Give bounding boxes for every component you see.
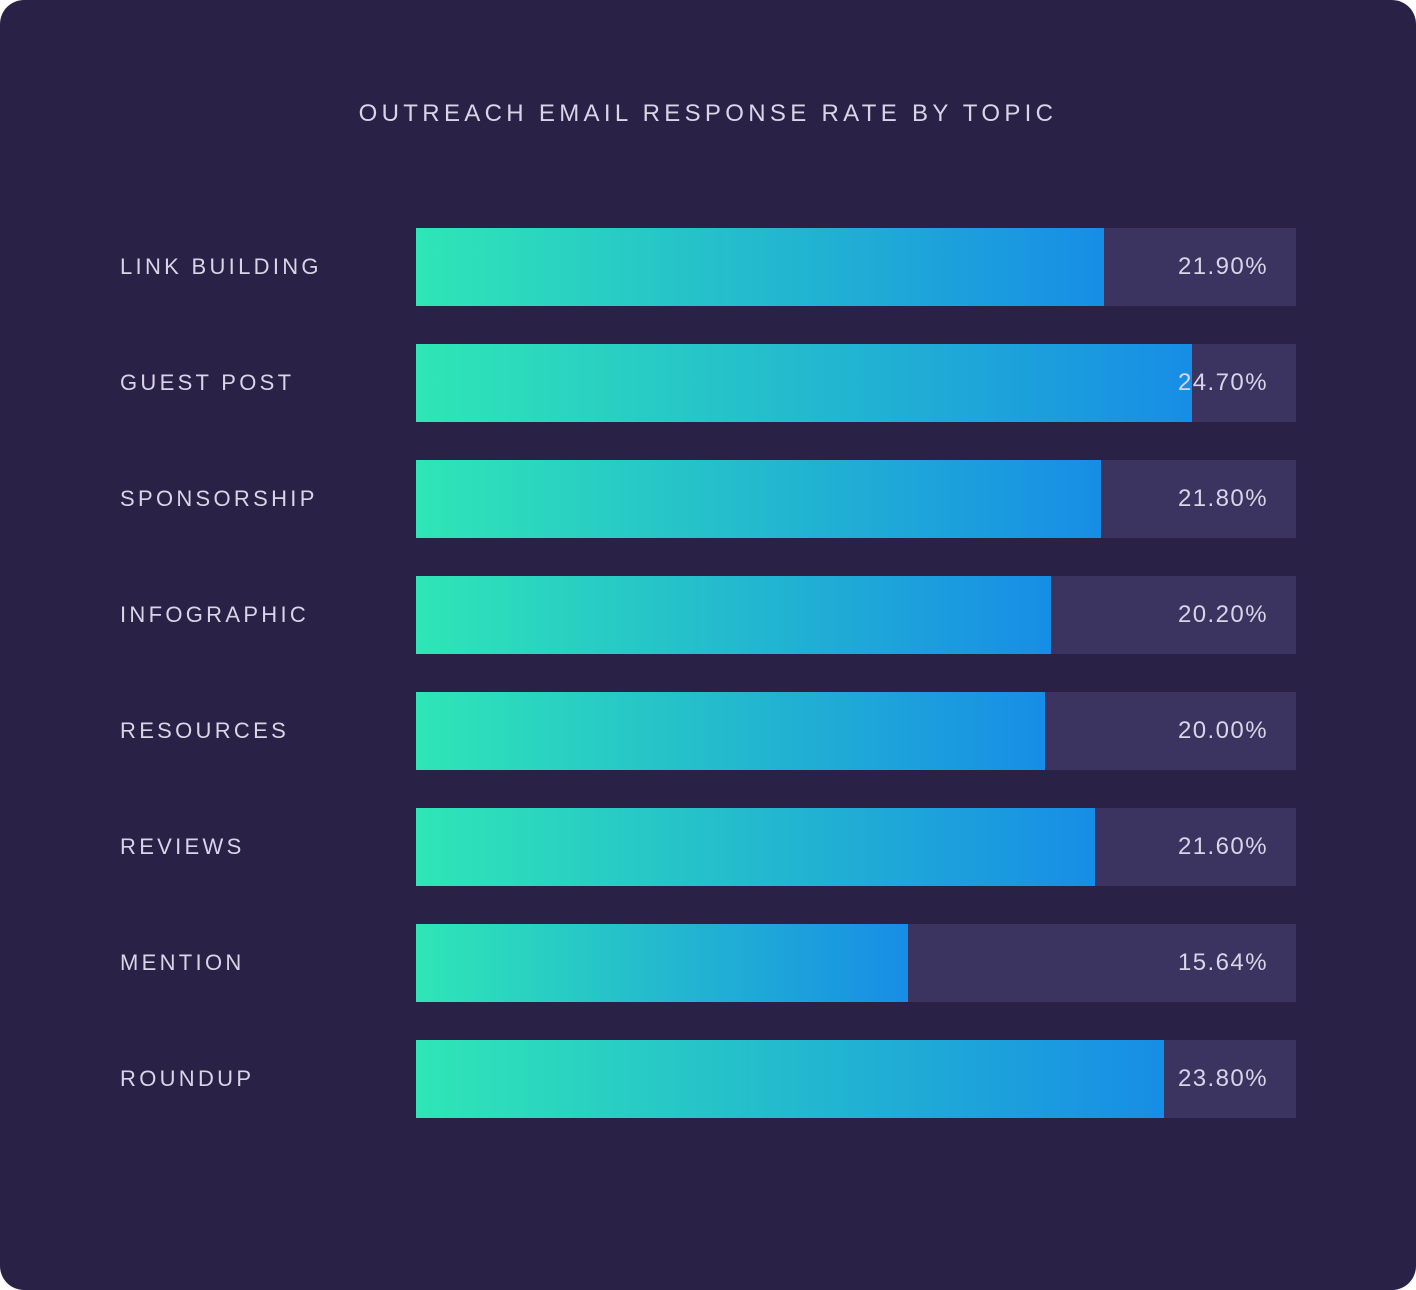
bar-value: 20.20%: [1178, 601, 1268, 629]
bar-value: 24.70%: [1178, 369, 1268, 397]
bar-row: RESOURCES 20.00%: [120, 692, 1296, 770]
bar-track: 15.64%: [416, 924, 1296, 1002]
category-label: SPONSORSHIP: [120, 486, 380, 512]
bar-fill: [416, 692, 1045, 770]
bar-row: INFOGRAPHIC 20.20%: [120, 576, 1296, 654]
bar-row: SPONSORSHIP 21.80%: [120, 460, 1296, 538]
category-label: RESOURCES: [120, 718, 380, 744]
category-label: INFOGRAPHIC: [120, 602, 380, 628]
category-label: ROUNDUP: [120, 1066, 380, 1092]
bar-fill: [416, 576, 1051, 654]
bar-track: 23.80%: [416, 1040, 1296, 1118]
chart-card: OUTREACH EMAIL RESPONSE RATE BY TOPIC LI…: [0, 0, 1416, 1290]
bar-row: MENTION 15.64%: [120, 924, 1296, 1002]
category-label: LINK BUILDING: [120, 254, 380, 280]
bar-track: 21.90%: [416, 228, 1296, 306]
bar-row: REVIEWS 21.60%: [120, 808, 1296, 886]
bar-fill: [416, 808, 1095, 886]
bar-value: 21.60%: [1178, 833, 1268, 861]
bar-value: 15.64%: [1178, 949, 1268, 977]
chart-rows: LINK BUILDING 21.90% GUEST POST 24.70% S…: [120, 228, 1296, 1118]
bar-value: 23.80%: [1178, 1065, 1268, 1093]
bar-value: 20.00%: [1178, 717, 1268, 745]
bar-value: 21.80%: [1178, 485, 1268, 513]
category-label: MENTION: [120, 950, 380, 976]
chart-title: OUTREACH EMAIL RESPONSE RATE BY TOPIC: [120, 100, 1296, 128]
bar-value: 21.90%: [1178, 253, 1268, 281]
bar-fill: [416, 924, 908, 1002]
category-label: REVIEWS: [120, 834, 380, 860]
category-label: GUEST POST: [120, 370, 380, 396]
bar-track: 20.00%: [416, 692, 1296, 770]
bar-row: LINK BUILDING 21.90%: [120, 228, 1296, 306]
bar-track: 20.20%: [416, 576, 1296, 654]
bar-track: 21.80%: [416, 460, 1296, 538]
bar-fill: [416, 460, 1101, 538]
bar-row: ROUNDUP 23.80%: [120, 1040, 1296, 1118]
bar-track: 21.60%: [416, 808, 1296, 886]
bar-fill: [416, 228, 1104, 306]
bar-fill: [416, 1040, 1164, 1118]
bar-row: GUEST POST 24.70%: [120, 344, 1296, 422]
bar-track: 24.70%: [416, 344, 1296, 422]
bar-fill: [416, 344, 1192, 422]
